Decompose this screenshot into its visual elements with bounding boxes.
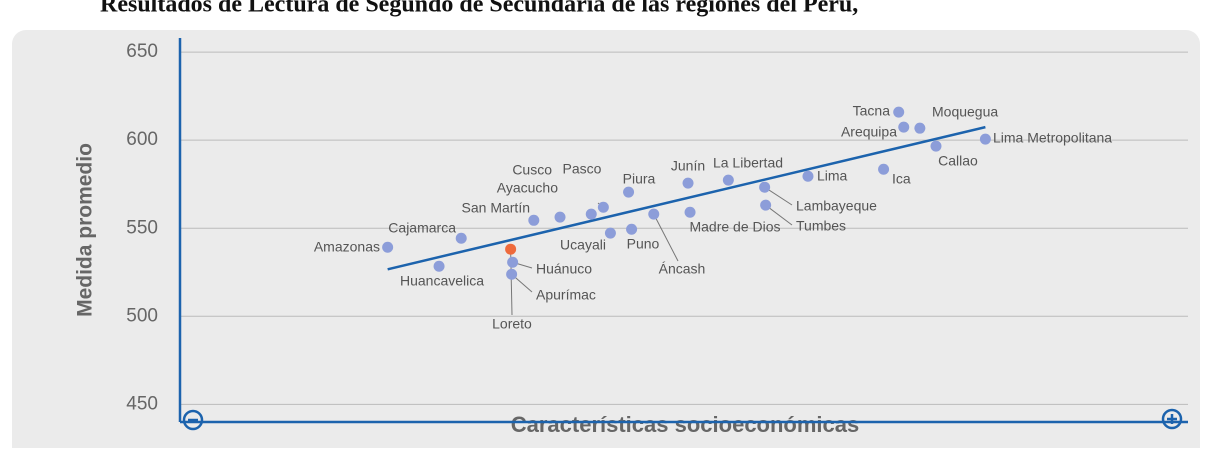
point bbox=[682, 177, 694, 189]
point bbox=[585, 208, 597, 220]
point-label: Lambayeque bbox=[796, 198, 877, 214]
x-axis-label: Características socioeconómicas bbox=[511, 412, 860, 437]
point-label: Huancavelica bbox=[400, 273, 484, 289]
point-label: Amazonas bbox=[314, 239, 380, 255]
point bbox=[684, 206, 696, 218]
point bbox=[433, 260, 445, 272]
point-label: Madre de Dios bbox=[689, 219, 780, 235]
y-tick-label: 650 bbox=[126, 41, 158, 62]
point bbox=[506, 268, 518, 280]
point bbox=[930, 140, 942, 152]
chart-title: Resultados de Lectura de Segundo de Secu… bbox=[100, 0, 858, 18]
point-label: Lima Metropolitana bbox=[993, 130, 1112, 146]
point bbox=[455, 232, 467, 244]
point-label: Cusco bbox=[512, 162, 552, 178]
point-label: Lima bbox=[817, 168, 848, 184]
point bbox=[604, 227, 616, 239]
point bbox=[802, 170, 814, 182]
y-tick-label: 600 bbox=[126, 129, 158, 150]
point bbox=[528, 214, 540, 226]
point-label: Loreto bbox=[492, 316, 532, 332]
point bbox=[505, 243, 517, 255]
point bbox=[722, 174, 734, 186]
trend-line bbox=[387, 125, 986, 271]
point bbox=[623, 186, 635, 198]
point bbox=[979, 133, 991, 145]
point-label: Tumbes bbox=[796, 218, 846, 234]
point bbox=[914, 122, 926, 134]
point-label: La Libertad bbox=[713, 155, 783, 171]
minus-icon bbox=[182, 409, 204, 431]
point bbox=[554, 211, 566, 223]
leader-line bbox=[653, 213, 679, 262]
point bbox=[878, 163, 890, 175]
point-label: San Martín bbox=[462, 200, 530, 216]
point-label: Huánuco bbox=[536, 261, 592, 277]
point bbox=[382, 241, 394, 253]
point-label: Ucayali bbox=[560, 237, 606, 253]
point-label: Apurímac bbox=[536, 287, 596, 303]
y-tick-label: 500 bbox=[126, 305, 158, 326]
point-label: Callao bbox=[938, 153, 978, 169]
y-tick-label: 450 bbox=[126, 393, 158, 414]
y-tick-label: 550 bbox=[126, 217, 158, 238]
point-label: Moquegua bbox=[932, 104, 998, 120]
point-label: Junín bbox=[671, 158, 705, 174]
point bbox=[893, 106, 905, 118]
point bbox=[759, 181, 771, 193]
point-label: Áncash bbox=[659, 261, 706, 277]
point bbox=[507, 256, 519, 268]
point bbox=[648, 208, 660, 220]
point-label: Cajamarca bbox=[388, 220, 456, 236]
y-axis-label: Medida promedio bbox=[74, 143, 97, 317]
point-label: Tacna bbox=[853, 103, 891, 119]
point-label: Arequipa bbox=[841, 124, 897, 140]
point-label: Ica bbox=[892, 171, 911, 187]
panel bbox=[12, 30, 1200, 453]
point bbox=[597, 201, 609, 213]
point-label: Ayacucho bbox=[497, 180, 558, 196]
point-label: Puno bbox=[627, 236, 660, 252]
point bbox=[626, 223, 638, 235]
point bbox=[898, 121, 910, 133]
point-label: Pasco bbox=[563, 161, 602, 177]
point bbox=[760, 199, 772, 211]
point-label: Piura bbox=[623, 171, 656, 187]
